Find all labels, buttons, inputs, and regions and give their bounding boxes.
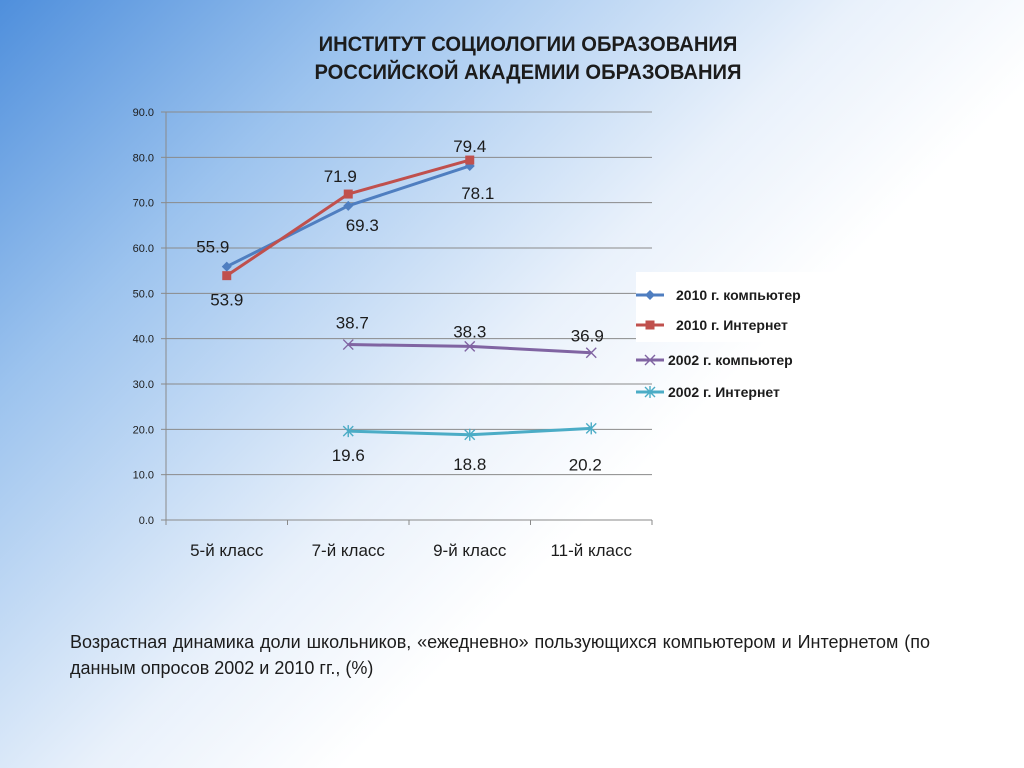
legend-box	[636, 272, 862, 342]
legend-label: 2010 г. Интернет	[676, 317, 788, 333]
data-point-star	[585, 422, 597, 435]
data-point-star	[464, 428, 476, 441]
data-point-diamond	[645, 290, 655, 300]
series-3	[342, 339, 597, 359]
data-label: 38.7	[336, 314, 369, 333]
data-point-diamond	[343, 200, 354, 211]
y-tick-label: 80.0	[133, 152, 154, 164]
series-4	[342, 422, 597, 441]
data-point-square	[465, 155, 475, 165]
data-label: 79.4	[453, 137, 486, 156]
data-label: 18.8	[453, 455, 486, 474]
data-point-x	[464, 340, 476, 352]
x-tick-label: 5-й класс	[190, 541, 264, 560]
chart-caption: Возрастная динамика доли школьников, «еж…	[70, 632, 930, 678]
data-label-layer: 55.9 69.3 78.1 53.9 71.9 79.4 38.7 38.3 36.9 19.6…	[196, 137, 604, 474]
data-label: 55.9	[196, 238, 229, 257]
data-point-x	[342, 339, 354, 351]
legend-label: 2002 г. компьютер	[668, 352, 793, 368]
data-point-star	[342, 425, 354, 438]
slide-title: ИНСТИТУТ СОЦИОЛОГИИ ОБРАЗОВАНИЯ РОССИЙСК…	[21, 31, 1024, 87]
data-label: 19.6	[332, 446, 365, 465]
series-2	[222, 155, 475, 281]
data-point-square	[343, 189, 353, 199]
data-label: 38.3	[453, 322, 486, 341]
y-tick-label: 30.0	[133, 379, 154, 391]
y-tick-label: 50.0	[133, 288, 154, 300]
y-tick-label: 40.0	[133, 334, 154, 346]
series-layer	[221, 155, 597, 441]
title-line-2: РОССИЙСКОЙ АКАДЕМИИ ОБРАЗОВАНИЯ	[314, 61, 742, 84]
y-tick-label: 20.0	[133, 424, 154, 436]
data-label: 69.3	[346, 216, 379, 235]
y-tick-label: 60.0	[133, 243, 154, 255]
title-line-1: ИНСТИТУТ СОЦИОЛОГИИ ОБРАЗОВАНИЯ	[318, 33, 738, 56]
x-tick-label: 9-й класс	[433, 541, 507, 560]
line-chart: 0.0 10.0 20.0 30.0 40.0 50.0 60.0 70.0 80.0 90.0 5…	[132, 107, 862, 560]
data-label: 53.9	[210, 291, 243, 310]
data-label: 71.9	[324, 167, 357, 186]
data-point-x	[644, 354, 656, 366]
data-point-square	[645, 320, 655, 330]
data-label: 36.9	[571, 327, 604, 346]
y-tick-label: 10.0	[133, 470, 154, 482]
data-label: 78.1	[461, 184, 494, 203]
grid-layer	[166, 111, 652, 521]
data-point-diamond	[221, 261, 232, 272]
y-tick-label: 70.0	[133, 198, 154, 210]
x-tick-label: 7-й класс	[312, 541, 386, 560]
data-label: 20.2	[569, 455, 602, 474]
data-point-square	[222, 271, 232, 281]
y-tick-label: 90.0	[133, 107, 154, 119]
x-tick-label: 11-й класс	[550, 541, 632, 560]
data-point-star	[644, 386, 656, 398]
legend-label: 2010 г. компьютер	[676, 287, 801, 303]
legend: 2010 г. компьютер 2010 г. Интернет 2002 г.…	[636, 272, 862, 400]
data-point-x	[585, 347, 597, 359]
axis-layer: 0.0 10.0 20.0 30.0 40.0 50.0 60.0 70.0 80.0 90.0 5…	[133, 107, 653, 560]
legend-label: 2002 г. Интернет	[668, 384, 780, 400]
y-tick-label: 0.0	[139, 515, 154, 527]
